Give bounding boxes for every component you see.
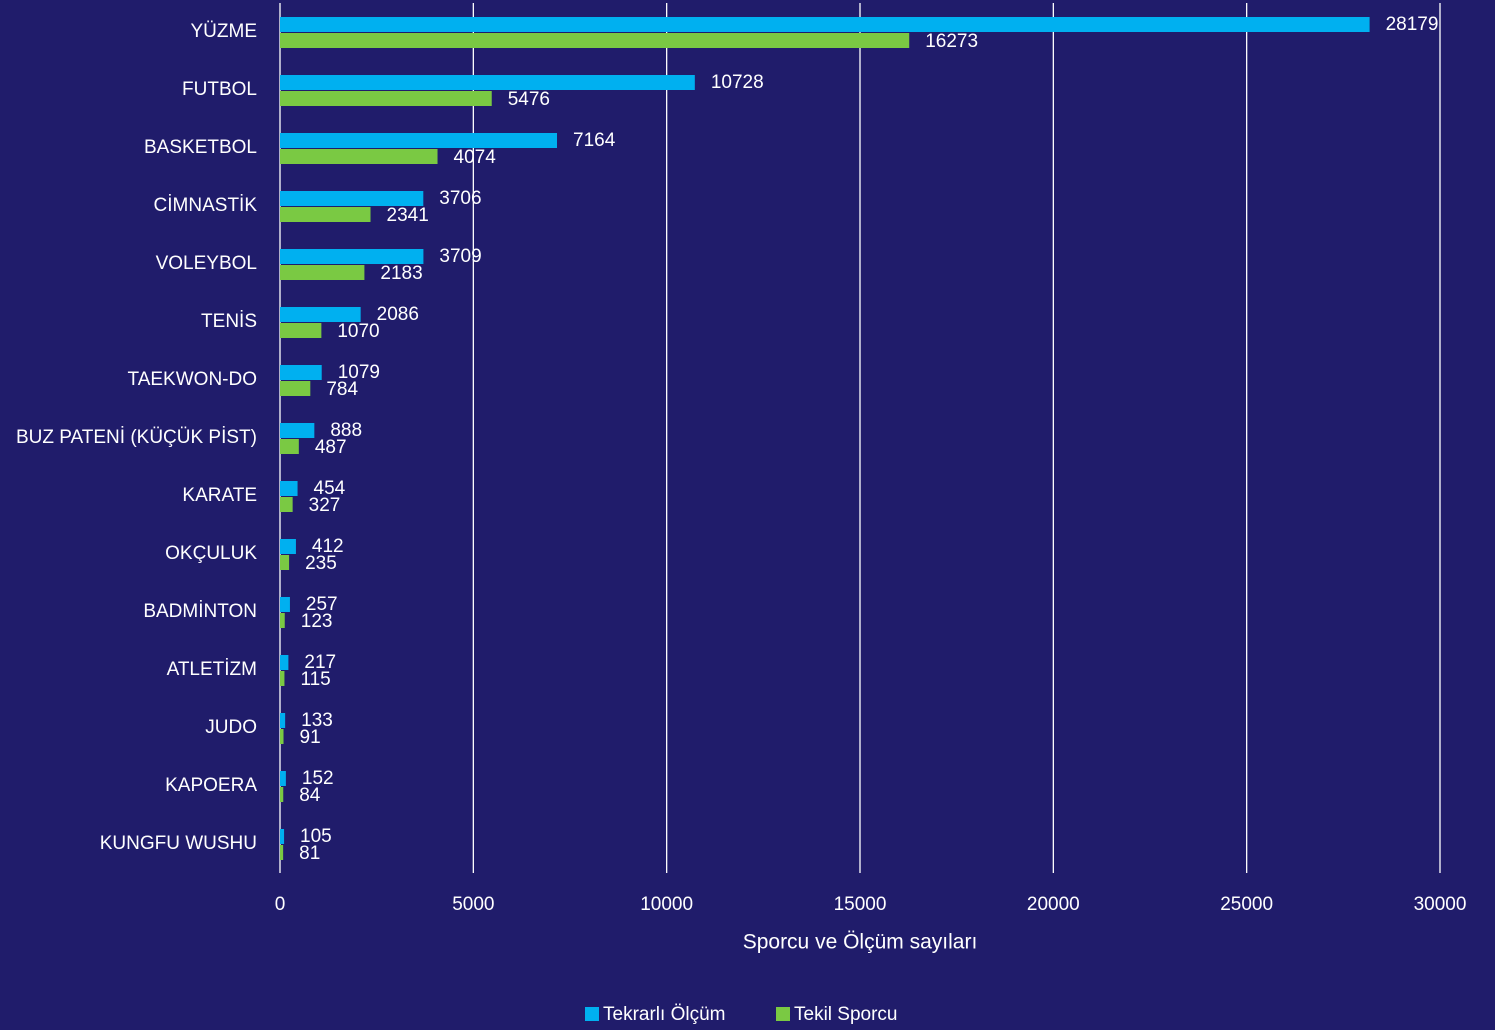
data-label: 327	[309, 495, 341, 516]
bar	[280, 555, 290, 570]
data-label: 91	[300, 727, 321, 748]
data-label: 888	[330, 420, 362, 441]
bar	[280, 249, 424, 264]
y-tick-label: BADMİNTON	[143, 601, 257, 622]
y-tick-label: BASKETBOL	[144, 137, 257, 158]
bar	[280, 17, 1370, 32]
data-label: 4074	[454, 147, 497, 168]
data-label: 16273	[925, 31, 978, 52]
x-tick-label: 0	[275, 894, 286, 915]
y-tick-label: TENİS	[201, 311, 257, 332]
data-label: 7164	[573, 130, 616, 151]
bar	[280, 597, 290, 612]
data-label: 2183	[380, 263, 422, 284]
data-label: 28179	[1386, 14, 1439, 35]
x-tick-label: 20000	[1027, 894, 1080, 915]
bar	[280, 829, 285, 844]
x-axis-label: Sporcu ve Ölçüm sayıları	[743, 931, 978, 954]
y-tick-label: YÜZME	[191, 21, 258, 42]
data-label: 81	[299, 843, 320, 864]
bar	[280, 539, 296, 554]
y-tick-label: JUDO	[205, 717, 257, 738]
data-label: 235	[305, 553, 337, 574]
data-label: 2341	[387, 205, 429, 226]
x-tick-label: 25000	[1220, 894, 1273, 915]
x-tick-label: 15000	[834, 894, 887, 915]
bar	[280, 613, 285, 628]
bar	[280, 265, 365, 280]
legend-swatch	[585, 1007, 599, 1021]
bar	[280, 365, 322, 380]
legend-swatch	[776, 1007, 790, 1021]
x-tick-label: 10000	[640, 894, 693, 915]
y-tick-label: BUZ PATENİ (KÜÇÜK PİST)	[16, 427, 257, 448]
y-tick-label: CİMNASTİK	[154, 195, 258, 216]
y-tick-label: ATLETİZM	[167, 659, 257, 680]
legend-label: Tekil Sporcu	[794, 1004, 898, 1025]
data-label: 454	[314, 478, 346, 499]
bar	[280, 423, 315, 438]
data-label: 3709	[439, 246, 481, 267]
data-label: 217	[304, 652, 336, 673]
bar	[280, 307, 361, 322]
y-tick-label: FUTBOL	[182, 79, 257, 100]
data-label: 123	[301, 611, 333, 632]
bar	[280, 33, 910, 48]
data-label: 412	[312, 536, 344, 557]
y-tick-label: KUNGFU WUSHU	[100, 833, 257, 854]
data-label: 84	[299, 785, 321, 806]
data-label: 115	[300, 669, 330, 690]
bar	[280, 671, 285, 686]
y-tick-label: KAPOERA	[165, 775, 257, 796]
bar	[280, 845, 284, 860]
data-label: 10728	[711, 72, 764, 93]
bar	[280, 91, 492, 106]
y-tick-label: VOLEYBOL	[156, 253, 257, 274]
bar	[280, 381, 311, 396]
data-label: 105	[300, 826, 332, 847]
data-label: 152	[302, 768, 334, 789]
x-tick-label: 5000	[452, 894, 494, 915]
bar	[280, 729, 284, 744]
y-tick-label: OKÇULUK	[165, 543, 257, 564]
y-tick-label: TAEKWON-DO	[128, 369, 257, 390]
data-label: 3706	[439, 188, 481, 209]
data-label: 133	[301, 710, 333, 731]
bar	[280, 323, 322, 338]
data-label: 487	[315, 437, 347, 458]
data-label: 5476	[508, 89, 550, 110]
bar	[280, 771, 286, 786]
bar	[280, 133, 558, 148]
data-label: 1079	[338, 362, 380, 383]
data-label: 257	[306, 594, 338, 615]
bar	[280, 191, 424, 206]
bar	[280, 149, 438, 164]
bar	[280, 481, 298, 496]
bar	[280, 207, 371, 222]
x-tick-label: 30000	[1414, 894, 1467, 915]
bar	[280, 497, 293, 512]
data-label: 1070	[337, 321, 379, 342]
bar	[280, 75, 695, 90]
legend-label: Tekrarlı Ölçüm	[603, 1004, 725, 1025]
bar	[280, 655, 289, 670]
y-tick-label: KARATE	[182, 485, 257, 506]
data-label: 784	[326, 379, 358, 400]
bar	[280, 439, 299, 454]
data-label: 2086	[377, 304, 419, 325]
bar	[280, 713, 286, 728]
bar	[280, 787, 284, 802]
